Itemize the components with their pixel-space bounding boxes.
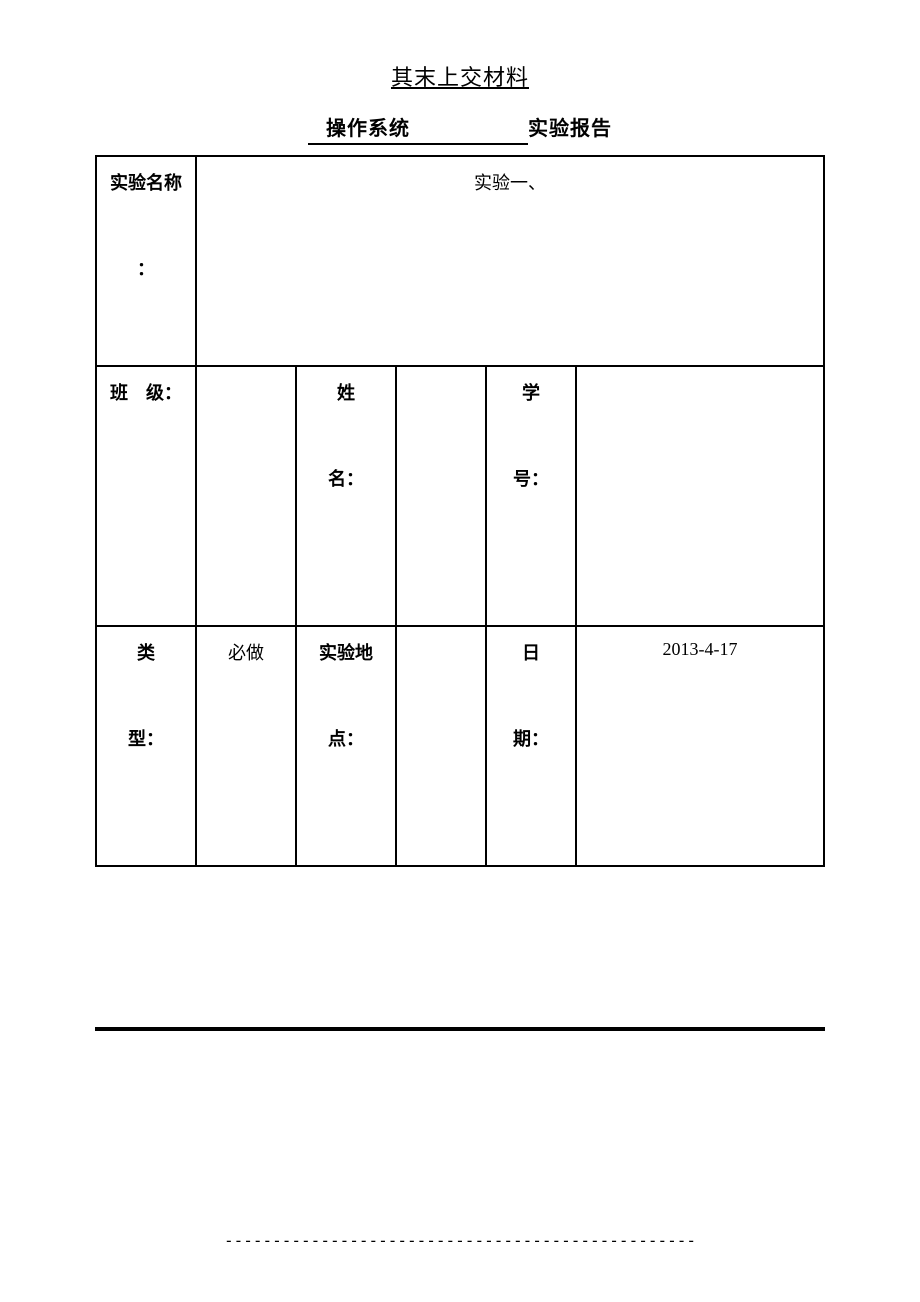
subtitle-line: 操作系统 实验报告 xyxy=(95,112,825,145)
page-title: 其末上交材料 xyxy=(95,60,825,92)
label-text-line2: 型： xyxy=(105,725,187,751)
name-value xyxy=(396,366,486,626)
type-label: 类 型： xyxy=(96,626,196,866)
class-label: 班 级： xyxy=(96,366,196,626)
blank-underline xyxy=(428,121,528,145)
label-text-line2: ： xyxy=(105,255,187,281)
divider-line xyxy=(95,1027,825,1031)
label-text-line1: 实验地 xyxy=(305,639,387,665)
name-label: 姓 名： xyxy=(296,366,396,626)
id-value xyxy=(576,366,824,626)
table-row: 班 级： 姓 名： 学 号： xyxy=(96,366,824,626)
course-name: 操作系统 xyxy=(308,112,428,145)
label-text-line2: 名： xyxy=(305,465,387,491)
experiment-name-label: 实验名称 ： xyxy=(96,156,196,366)
table-row: 类 型： 必做 实验地 点： 日 期： 2013-4-17 xyxy=(96,626,824,866)
table-row: 实验名称 ： 实验一、 xyxy=(96,156,824,366)
label-text-line1: 姓 xyxy=(305,379,387,405)
label-text-line1: 实验名称 xyxy=(105,169,187,195)
label-text-line1: 类 xyxy=(105,639,187,665)
date-label: 日 期： xyxy=(486,626,576,866)
id-label: 学 号： xyxy=(486,366,576,626)
label-text-line2: 号： xyxy=(495,465,567,491)
class-value xyxy=(196,366,296,626)
report-table: 实验名称 ： 实验一、 班 级： 姓 名： 学 号： 类 型： 必做 实验地 点… xyxy=(95,155,825,867)
location-label: 实验地 点： xyxy=(296,626,396,866)
label-text-line2: 期： xyxy=(495,725,567,751)
label-text-line1: 学 xyxy=(495,379,567,405)
label-text: 班 级： xyxy=(110,383,182,403)
label-text-line2: 点： xyxy=(305,725,387,751)
label-text-line1: 日 xyxy=(495,639,567,665)
date-value: 2013-4-17 xyxy=(576,626,824,866)
type-value: 必做 xyxy=(196,626,296,866)
report-suffix: 实验报告 xyxy=(528,118,612,140)
location-value xyxy=(396,626,486,866)
footer-dashes: ----------------------------------------… xyxy=(95,1231,825,1250)
experiment-name-value: 实验一、 xyxy=(196,156,824,366)
